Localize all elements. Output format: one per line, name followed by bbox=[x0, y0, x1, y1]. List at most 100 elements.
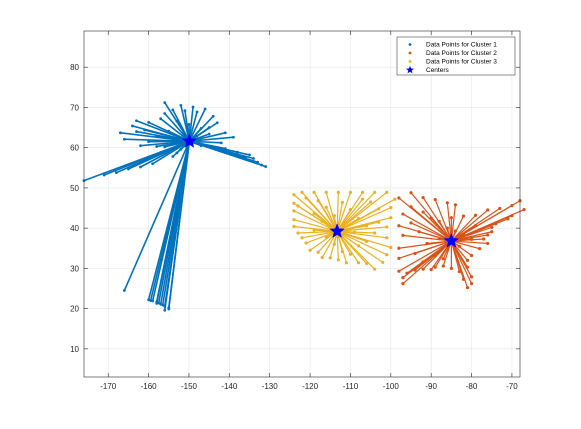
cluster-2-point bbox=[454, 229, 457, 232]
x-tick-label: -170 bbox=[100, 382, 117, 391]
cluster-2-point bbox=[434, 266, 437, 269]
cluster-3-point bbox=[337, 258, 340, 261]
cluster-1-point bbox=[252, 157, 255, 160]
cluster-1-point bbox=[103, 174, 106, 177]
legend-marker-cluster-1 bbox=[409, 43, 412, 46]
cluster-2-point bbox=[506, 217, 509, 220]
cluster-1-point bbox=[127, 168, 130, 171]
cluster-1-point bbox=[244, 156, 247, 159]
cluster-3-point bbox=[329, 256, 332, 259]
cluster-1-point bbox=[260, 164, 263, 167]
legend-marker-cluster-2 bbox=[409, 52, 412, 55]
cluster-1-point bbox=[224, 131, 227, 134]
cluster-1-point bbox=[161, 304, 164, 307]
x-tick-label: -70 bbox=[506, 382, 518, 391]
cluster-3-point bbox=[385, 236, 388, 239]
cluster-2-point bbox=[434, 254, 437, 257]
cluster-1-point bbox=[135, 119, 138, 122]
cluster-2-point bbox=[470, 275, 473, 278]
cluster-3-point bbox=[349, 208, 352, 211]
cluster-3-point bbox=[389, 216, 392, 219]
cluster-2-point bbox=[438, 220, 441, 223]
cluster-3-point bbox=[385, 253, 388, 256]
cluster-2-point bbox=[446, 227, 449, 230]
cluster-3-point bbox=[369, 200, 372, 203]
cluster-3-point bbox=[300, 191, 303, 194]
cluster-3-point bbox=[373, 191, 376, 194]
cluster-1-point bbox=[264, 165, 267, 168]
cluster-2-point bbox=[510, 214, 513, 217]
y-tick-label: 40 bbox=[70, 224, 79, 233]
cluster-2-point bbox=[450, 267, 453, 270]
cluster-3-point bbox=[313, 212, 316, 215]
cluster-3-point bbox=[325, 191, 328, 194]
y-tick-label: 60 bbox=[70, 144, 79, 153]
cluster-2-point bbox=[510, 204, 513, 207]
cluster-1-point bbox=[184, 109, 187, 112]
cluster-2-point bbox=[401, 282, 404, 285]
cluster-2-point bbox=[450, 216, 453, 219]
cluster-2-point bbox=[478, 247, 481, 250]
cluster-1-point bbox=[143, 129, 146, 132]
cluster-2-point bbox=[422, 268, 425, 271]
cluster-3-point bbox=[313, 191, 316, 194]
cluster-1-point bbox=[248, 154, 251, 157]
cluster-3-point bbox=[345, 261, 348, 264]
cluster-1-point bbox=[147, 121, 150, 124]
cluster-3-point bbox=[317, 199, 320, 202]
cluster-3-point bbox=[304, 241, 307, 244]
cluster-2-point bbox=[482, 237, 485, 240]
cluster-1-point bbox=[119, 131, 122, 134]
cluster-2-point bbox=[397, 224, 400, 227]
cluster-2-point bbox=[430, 216, 433, 219]
cluster-2-point bbox=[462, 278, 465, 281]
cluster-3-point bbox=[337, 191, 340, 194]
cluster-1-point bbox=[179, 104, 182, 107]
cluster-2-point bbox=[486, 242, 489, 245]
cluster-3-point bbox=[361, 198, 364, 201]
cluster-2-point bbox=[409, 191, 412, 194]
cluster-2-point bbox=[413, 268, 416, 271]
x-tick-label: -110 bbox=[343, 382, 359, 391]
cluster-1-point bbox=[204, 108, 207, 111]
cluster-1-point bbox=[171, 155, 174, 158]
x-tick-label: -140 bbox=[221, 382, 238, 391]
cluster-2-point bbox=[422, 260, 425, 263]
cluster-3-point bbox=[365, 262, 368, 265]
legend-marker-cluster-3 bbox=[409, 60, 412, 63]
cluster-2-point bbox=[458, 245, 461, 248]
cluster-3-point bbox=[292, 193, 295, 196]
cluster-1-point bbox=[155, 145, 158, 148]
cluster-3-point bbox=[353, 231, 356, 234]
cluster-2-point bbox=[442, 257, 445, 260]
x-tick-label: -100 bbox=[383, 382, 400, 391]
cluster-1-point bbox=[220, 141, 223, 144]
cluster-2-point bbox=[401, 212, 404, 215]
cluster-2-point bbox=[413, 252, 416, 255]
cluster-1-point bbox=[192, 106, 195, 109]
cluster-3-point bbox=[357, 261, 360, 264]
cluster-2-point bbox=[470, 254, 473, 257]
cluster-1-point bbox=[159, 151, 162, 154]
cluster-2-point bbox=[446, 247, 449, 250]
cluster-2-point bbox=[417, 230, 420, 233]
cluster-3-point bbox=[333, 214, 336, 217]
cluster-2-point bbox=[422, 210, 425, 213]
cluster-1-point bbox=[167, 130, 170, 133]
cluster-1-point bbox=[163, 101, 166, 104]
y-tick-label: 70 bbox=[70, 103, 79, 112]
cluster-3-point bbox=[325, 206, 328, 209]
cluster-3-point bbox=[292, 202, 295, 205]
y-tick-label: 50 bbox=[70, 184, 79, 193]
cluster-1-point bbox=[147, 140, 150, 143]
cluster-1-point bbox=[224, 147, 227, 150]
cluster-2-point bbox=[474, 224, 477, 227]
cluster-3-point bbox=[361, 191, 364, 194]
cluster-1-point bbox=[208, 133, 211, 136]
cluster-2-point bbox=[397, 270, 400, 273]
cluster-3-point bbox=[325, 235, 328, 238]
cluster-3-point bbox=[373, 231, 376, 234]
cluster-2-point bbox=[438, 237, 441, 240]
x-tick-label: -80 bbox=[466, 382, 478, 391]
cluster-1-point bbox=[196, 135, 199, 138]
